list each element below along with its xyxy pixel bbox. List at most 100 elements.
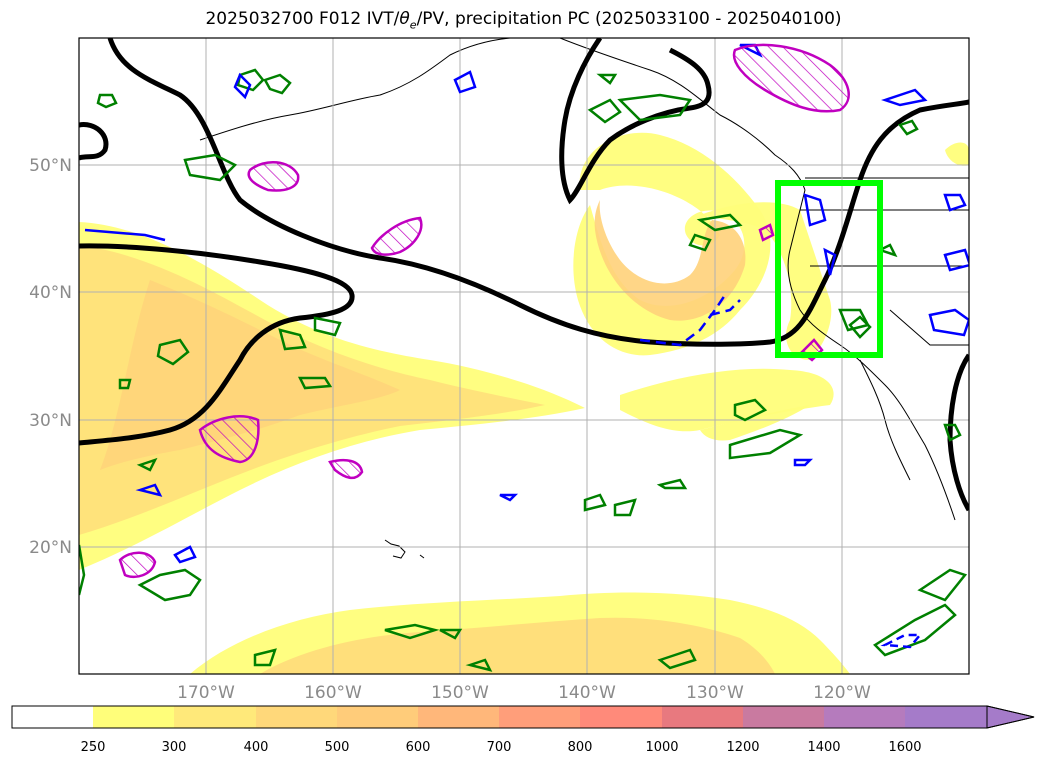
green-contour — [696, 213, 743, 232]
map-title: 2025032700 F012 IVT/θe/PV, precipitation… — [205, 9, 842, 32]
green-contour — [917, 568, 968, 602]
ivt-southern-band — [620, 368, 834, 432]
pv-contour-west-loop — [79, 243, 355, 446]
colorbar-tick-label: 1000 — [645, 740, 678, 755]
green-contour — [688, 233, 712, 252]
colorbar — [11, 705, 1035, 729]
colorbar-tick-label: 500 — [325, 740, 350, 755]
highlight-box — [775, 180, 883, 358]
lon-label: 150°W — [431, 683, 489, 703]
pv-contour-pacific-trough — [559, 38, 712, 205]
magenta-contour — [370, 216, 423, 256]
colorbar-outline — [11, 705, 1035, 729]
magenta-contour — [118, 551, 157, 579]
colorbar-segment — [824, 706, 905, 728]
green-contour — [183, 153, 238, 182]
state-border-nv-az — [889, 309, 969, 346]
blue-contour — [84, 228, 166, 242]
hawaii-islands — [384, 539, 425, 559]
colorbar-segment — [337, 706, 418, 728]
green-contour — [439, 628, 463, 640]
blue-contour — [880, 633, 923, 649]
blue-contour — [928, 308, 969, 337]
green-contour — [297, 376, 333, 390]
lat-label: 50°N — [29, 156, 72, 176]
green-contour — [156, 338, 190, 366]
colorbar-tick-label: 300 — [162, 740, 187, 755]
colorbar-tick-label: 250 — [81, 740, 106, 755]
colorbar-segment — [12, 706, 93, 728]
magenta-contour — [732, 43, 850, 113]
green-contour — [263, 73, 292, 95]
green-contour — [253, 648, 277, 667]
blue-contour — [499, 493, 519, 502]
blue-contour — [453, 70, 477, 94]
lat-label: 20°N — [29, 538, 72, 558]
colorbar-segment — [256, 706, 337, 728]
lon-label: 120°W — [813, 683, 871, 703]
lon-label: 160°W — [304, 683, 362, 703]
magenta-contours — [118, 43, 850, 579]
colorbar-segment — [174, 706, 256, 728]
green-contour — [657, 648, 697, 670]
green-contour — [118, 378, 132, 390]
colorbar-tick-label: 1200 — [726, 740, 759, 755]
blue-contour — [639, 294, 727, 347]
green-contour — [384, 623, 440, 640]
ivt-cabo-band — [700, 405, 810, 441]
lon-label: 140°W — [558, 683, 616, 703]
blue-contour — [709, 299, 741, 317]
green-contour — [79, 544, 86, 596]
colorbar-segment — [662, 706, 743, 728]
pv-contour-nw-corner — [79, 122, 109, 161]
colorbar-segment — [93, 706, 174, 728]
green-contour — [897, 119, 919, 136]
green-contour — [583, 493, 607, 512]
green-contour — [587, 98, 622, 124]
magenta-contour — [758, 223, 775, 242]
green-contour — [733, 398, 768, 422]
blue-contour — [823, 247, 837, 276]
colorbar-tick-label: 800 — [568, 740, 593, 755]
colorbar-segment — [905, 706, 987, 728]
blue-contour — [233, 72, 252, 100]
colorbar-segment — [580, 706, 662, 728]
green-contour — [873, 603, 957, 657]
colorbar-tick-label: 700 — [487, 740, 512, 755]
map-frame — [78, 37, 970, 675]
green-contours — [79, 68, 968, 672]
green-contour — [313, 316, 342, 337]
magenta-contour — [247, 161, 300, 192]
blue-contour — [173, 545, 197, 564]
colorbar-segment — [418, 706, 499, 728]
blue-contour — [943, 248, 969, 272]
green-contour — [617, 93, 693, 122]
blue-contour — [881, 88, 928, 107]
colorbar-extend-arrow — [986, 705, 1035, 729]
green-contour — [236, 68, 265, 92]
blue-contour — [793, 458, 814, 467]
green-contour — [848, 315, 872, 339]
pv-contour-north-arc — [107, 38, 969, 347]
green-contour — [137, 568, 202, 602]
blue-contour — [943, 193, 967, 212]
blue-contour — [135, 483, 163, 497]
green-contour — [278, 328, 307, 351]
lat-label: 30°N — [29, 411, 72, 431]
coastline-northwest — [787, 189, 956, 521]
colorbar-segment — [499, 706, 580, 728]
green-contour — [728, 428, 804, 460]
magenta-contour — [198, 415, 260, 464]
magenta-contour — [328, 458, 364, 480]
ivt-nw-patch — [945, 142, 969, 166]
lon-label: 170°W — [177, 683, 235, 703]
colorbar-tick-label: 400 — [244, 740, 269, 755]
ivt-west-coast-band — [700, 202, 832, 360]
green-contour — [876, 243, 898, 258]
ivt-tropical-core — [260, 617, 775, 674]
colorbar-segment — [743, 706, 824, 728]
colorbar-tick-label: 1400 — [807, 740, 840, 755]
green-contour — [943, 423, 962, 442]
blue-contour — [803, 193, 827, 227]
